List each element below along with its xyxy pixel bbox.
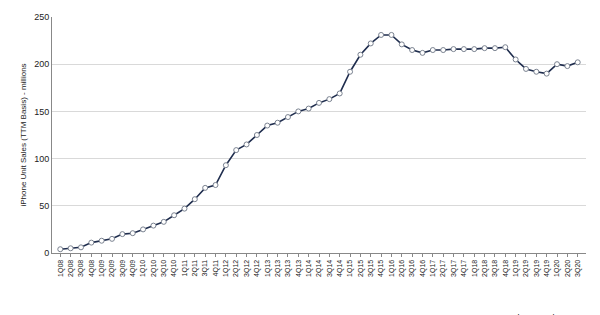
svg-text:4Q14: 4Q14	[336, 260, 344, 277]
svg-text:iPhone Unit Sales (TTM Basis): iPhone Unit Sales (TTM Basis) - millions	[19, 63, 28, 206]
svg-text:2Q18: 2Q18	[481, 260, 489, 277]
svg-text:3Q19: 3Q19	[533, 260, 541, 277]
svg-text:1Q10: 1Q10	[139, 260, 147, 277]
svg-text:0: 0	[44, 248, 49, 258]
svg-text:2Q14: 2Q14	[315, 260, 323, 277]
svg-text:2Q16: 2Q16	[398, 260, 406, 277]
svg-text:1Q16: 1Q16	[388, 260, 396, 277]
svg-text:3Q10: 3Q10	[160, 260, 168, 277]
svg-text:1Q08: 1Q08	[57, 260, 65, 277]
svg-text:2Q13: 2Q13	[274, 260, 282, 277]
svg-text:200: 200	[34, 59, 49, 69]
svg-text:3Q18: 3Q18	[491, 260, 499, 277]
svg-text:1Q20: 1Q20	[553, 260, 561, 277]
svg-text:2Q15: 2Q15	[357, 260, 365, 277]
svg-text:1Q19: 1Q19	[512, 260, 520, 277]
svg-text:1Q14: 1Q14	[305, 260, 313, 277]
svg-text:250: 250	[34, 12, 49, 22]
svg-text:1Q09: 1Q09	[98, 260, 106, 277]
svg-text:4Q16: 4Q16	[419, 260, 427, 277]
svg-text:3Q13: 3Q13	[284, 260, 292, 277]
svg-text:1Q11: 1Q11	[181, 260, 189, 277]
svg-text:4Q11: 4Q11	[212, 260, 220, 277]
svg-text:Source: Company Reports, Above: Source: Company Reports, AboveAvalon.com	[401, 313, 584, 315]
svg-text:2Q10: 2Q10	[150, 260, 158, 277]
svg-text:100: 100	[34, 154, 49, 164]
svg-text:3Q09: 3Q09	[119, 260, 127, 277]
svg-text:1Q12: 1Q12	[222, 260, 230, 277]
svg-text:2Q17: 2Q17	[439, 260, 447, 277]
svg-text:4Q19: 4Q19	[543, 260, 551, 277]
svg-text:1Q18: 1Q18	[471, 260, 479, 277]
svg-text:4Q15: 4Q15	[377, 260, 385, 277]
svg-text:2Q08: 2Q08	[67, 260, 75, 277]
svg-text:4Q13: 4Q13	[295, 260, 303, 277]
svg-text:3Q08: 3Q08	[77, 260, 85, 277]
svg-text:1Q15: 1Q15	[346, 260, 354, 277]
svg-text:3Q15: 3Q15	[367, 260, 375, 277]
svg-text:2Q12: 2Q12	[232, 260, 240, 277]
svg-text:3Q14: 3Q14	[326, 260, 334, 277]
svg-text:3Q17: 3Q17	[450, 260, 458, 277]
svg-text:1Q13: 1Q13	[264, 260, 272, 277]
svg-text:3Q12: 3Q12	[243, 260, 251, 277]
svg-text:4Q09: 4Q09	[129, 260, 137, 277]
svg-text:2Q19: 2Q19	[522, 260, 530, 277]
svg-text:4Q10: 4Q10	[170, 260, 178, 277]
svg-text:3Q20: 3Q20	[574, 260, 582, 277]
svg-text:2Q11: 2Q11	[191, 260, 199, 277]
svg-text:150: 150	[34, 107, 49, 117]
svg-text:1Q17: 1Q17	[429, 260, 437, 277]
svg-text:3Q16: 3Q16	[408, 260, 416, 277]
svg-text:3Q11: 3Q11	[201, 260, 209, 277]
svg-text:4Q17: 4Q17	[460, 260, 468, 277]
svg-text:2Q09: 2Q09	[108, 260, 116, 277]
svg-text:4Q08: 4Q08	[88, 260, 96, 277]
svg-text:50: 50	[39, 201, 49, 211]
svg-text:4Q18: 4Q18	[502, 260, 510, 277]
svg-text:4Q12: 4Q12	[253, 260, 261, 277]
svg-text:2Q20: 2Q20	[564, 260, 572, 277]
